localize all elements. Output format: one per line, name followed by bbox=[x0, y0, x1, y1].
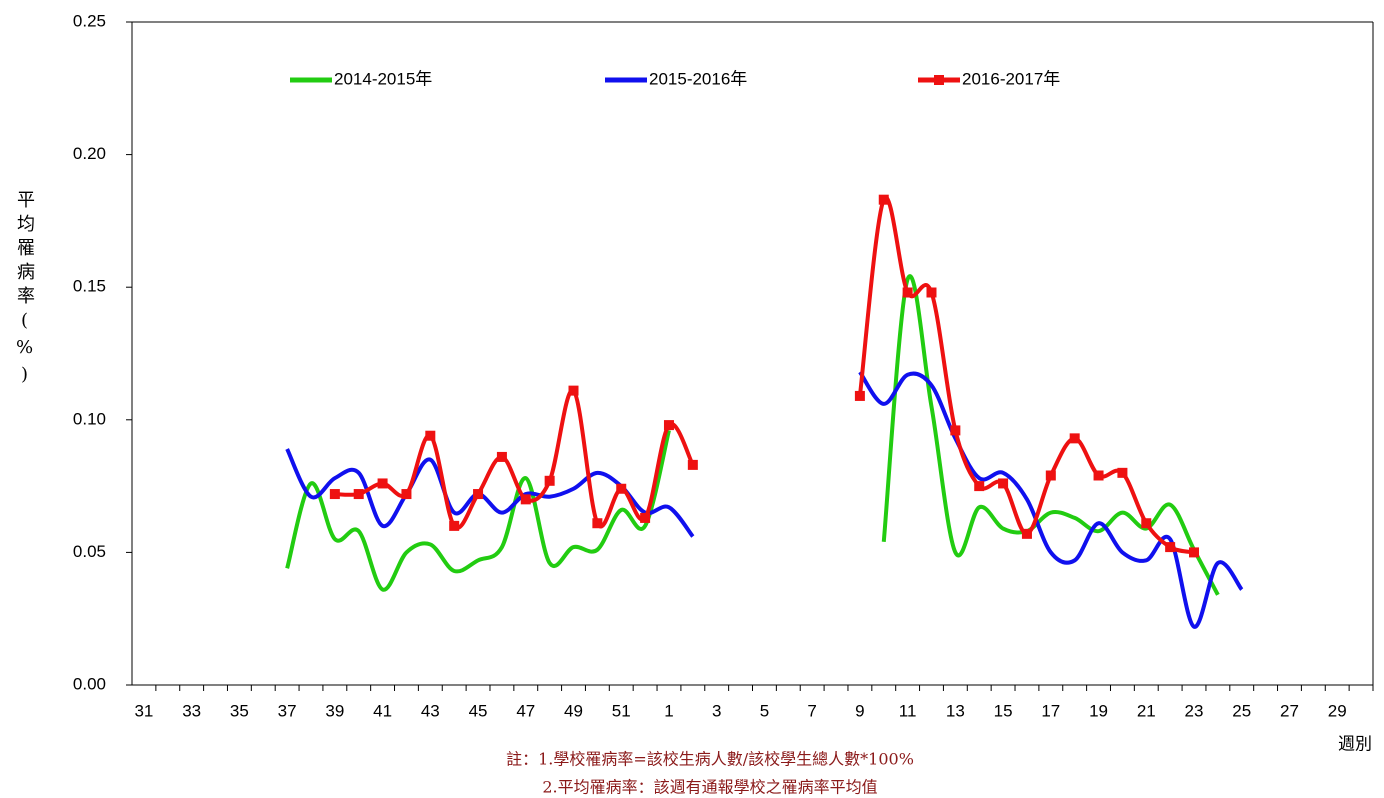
x-tick-label: 13 bbox=[946, 701, 965, 720]
x-tick-label: 9 bbox=[855, 701, 864, 720]
y-tick-label: 0.00 bbox=[73, 674, 106, 693]
legend-label: 2015-2016年 bbox=[649, 69, 747, 88]
x-tick-label: 27 bbox=[1280, 701, 1299, 720]
series-line bbox=[334, 195, 1195, 555]
x-axis-label: 週別 bbox=[1338, 735, 1372, 755]
x-tick-label: 5 bbox=[760, 701, 769, 720]
y-tick-label: 0.10 bbox=[73, 409, 106, 428]
x-tick-label: 7 bbox=[807, 701, 816, 720]
x-tick-label: 35 bbox=[230, 701, 249, 720]
y-tick-label: 0.15 bbox=[73, 277, 106, 296]
point-marker bbox=[568, 385, 579, 396]
x-tick-label: 11 bbox=[899, 701, 917, 720]
y-tick-label: 0.25 bbox=[73, 11, 106, 30]
x-tick-label: 19 bbox=[1089, 701, 1108, 720]
point-marker bbox=[353, 489, 364, 500]
x-tick-label: 41 bbox=[373, 701, 392, 720]
point-marker bbox=[926, 287, 937, 298]
point-marker bbox=[950, 425, 961, 436]
x-tick-label: 39 bbox=[325, 701, 344, 720]
x-tick-label: 51 bbox=[612, 701, 631, 720]
point-marker bbox=[425, 430, 436, 441]
point-marker bbox=[640, 512, 651, 523]
x-tick-label: 37 bbox=[278, 701, 297, 720]
y-tick-label: 0.20 bbox=[73, 144, 106, 163]
series-line bbox=[285, 370, 1244, 629]
x-tick-label: 15 bbox=[994, 701, 1013, 720]
point-marker bbox=[687, 459, 698, 470]
x-tick-label: 31 bbox=[134, 701, 153, 720]
point-marker bbox=[902, 287, 913, 298]
point-marker bbox=[1189, 547, 1200, 558]
x-tick-label: 33 bbox=[182, 701, 201, 720]
x-tick-label: 49 bbox=[564, 701, 583, 720]
note: 註：1.學校罹病率=該校生病人數/該校學生總人數*100% bbox=[506, 750, 914, 769]
point-marker bbox=[329, 489, 340, 500]
point-marker bbox=[592, 518, 603, 529]
point-marker bbox=[449, 520, 460, 531]
y-axis-label: 平均罹病率(%) bbox=[14, 190, 35, 391]
point-marker bbox=[974, 481, 985, 492]
point-marker bbox=[854, 390, 865, 401]
point-marker bbox=[520, 494, 531, 505]
point-marker bbox=[377, 478, 388, 489]
note: 2.平均罹病率：該週有通報學校之罹病率平均值 bbox=[542, 778, 877, 797]
point-marker bbox=[1165, 542, 1176, 553]
point-marker bbox=[1117, 467, 1128, 478]
x-tick-label: 25 bbox=[1232, 701, 1251, 720]
x-tick-label: 29 bbox=[1328, 701, 1347, 720]
x-tick-label: 45 bbox=[469, 701, 488, 720]
x-tick-label: 3 bbox=[712, 701, 721, 720]
legend-label: 2016-2017年 bbox=[962, 69, 1060, 88]
legend-marker bbox=[934, 75, 944, 85]
x-tick-label: 17 bbox=[1041, 701, 1060, 720]
x-tick-label: 47 bbox=[516, 701, 535, 720]
y-tick-label: 0.05 bbox=[73, 542, 106, 561]
point-marker bbox=[496, 451, 507, 462]
point-marker bbox=[1069, 433, 1080, 444]
point-marker bbox=[544, 475, 555, 486]
x-tick-label: 21 bbox=[1137, 701, 1156, 720]
x-tick-label: 1 bbox=[664, 701, 673, 720]
point-marker bbox=[1093, 470, 1104, 481]
x-tick-label: 23 bbox=[1185, 701, 1204, 720]
x-tick-label: 43 bbox=[421, 701, 440, 720]
point-marker bbox=[473, 489, 484, 500]
point-marker bbox=[616, 483, 627, 494]
point-marker bbox=[1141, 518, 1152, 529]
point-marker bbox=[1021, 528, 1032, 539]
point-marker bbox=[1045, 470, 1056, 481]
point-marker bbox=[998, 478, 1009, 489]
point-marker bbox=[878, 194, 889, 205]
point-marker bbox=[663, 420, 674, 431]
point-marker bbox=[401, 489, 412, 500]
legend-label: 2014-2015年 bbox=[334, 69, 432, 88]
